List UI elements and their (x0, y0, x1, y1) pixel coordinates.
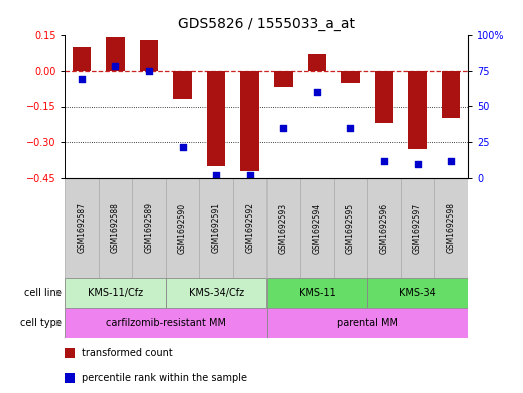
Text: cell type: cell type (20, 318, 65, 328)
Text: transformed count: transformed count (82, 349, 173, 358)
Bar (65, 308, 267, 338)
Bar (73, 47, 91, 71)
Bar (65, 373, 75, 383)
Bar (241, 71, 259, 171)
Bar (140, 40, 158, 71)
Point (178, 143, 187, 150)
Bar (132, 178, 166, 278)
Text: GSM1692591: GSM1692591 (212, 202, 221, 253)
Bar (367, 278, 468, 308)
Text: parental MM: parental MM (337, 318, 398, 328)
Text: carfilzomib-resistant MM: carfilzomib-resistant MM (106, 318, 226, 328)
Text: GSM1692598: GSM1692598 (447, 202, 456, 253)
Bar (308, 54, 326, 71)
Bar (65, 349, 75, 358)
Point (111, 63, 120, 70)
Bar (166, 278, 267, 308)
Bar (65, 178, 98, 278)
Bar (442, 71, 460, 118)
Bar (207, 71, 225, 166)
Text: KMS-34/Cfz: KMS-34/Cfz (189, 288, 244, 298)
Bar (408, 71, 427, 149)
Text: GSM1692587: GSM1692587 (77, 202, 86, 253)
Text: GSM1692595: GSM1692595 (346, 202, 355, 253)
Bar (375, 71, 393, 123)
Text: percentile rank within the sample: percentile rank within the sample (82, 373, 247, 383)
Text: cell line: cell line (24, 288, 65, 298)
Bar (401, 178, 435, 278)
Text: KMS-11/Cfz: KMS-11/Cfz (88, 288, 143, 298)
Text: GSM1692590: GSM1692590 (178, 202, 187, 253)
Bar (173, 71, 192, 99)
Point (245, 172, 254, 178)
Point (313, 89, 321, 95)
Point (212, 172, 220, 178)
Bar (274, 71, 292, 87)
Text: GSM1692593: GSM1692593 (279, 202, 288, 253)
Bar (65, 278, 166, 308)
Bar (98, 178, 132, 278)
Bar (367, 178, 401, 278)
Point (145, 68, 153, 74)
Point (447, 158, 456, 164)
Text: GSM1692589: GSM1692589 (144, 202, 153, 253)
Bar (334, 178, 367, 278)
Point (77, 76, 86, 83)
Text: GSM1692596: GSM1692596 (380, 202, 389, 253)
Bar (341, 71, 360, 83)
Bar (300, 178, 334, 278)
Text: GSM1692597: GSM1692597 (413, 202, 422, 253)
Bar (267, 308, 468, 338)
Point (346, 125, 355, 131)
Bar (199, 178, 233, 278)
Title: GDS5826 / 1555033_a_at: GDS5826 / 1555033_a_at (178, 17, 355, 31)
Point (279, 125, 288, 131)
Bar (267, 278, 367, 308)
Bar (106, 37, 124, 71)
Text: KMS-11: KMS-11 (299, 288, 335, 298)
Text: KMS-34: KMS-34 (399, 288, 436, 298)
Bar (267, 178, 300, 278)
Point (380, 158, 388, 164)
Bar (233, 178, 267, 278)
Bar (166, 178, 199, 278)
Text: GSM1692594: GSM1692594 (312, 202, 321, 253)
Text: GSM1692592: GSM1692592 (245, 202, 254, 253)
Text: GSM1692588: GSM1692588 (111, 202, 120, 253)
Bar (435, 178, 468, 278)
Point (414, 161, 422, 167)
